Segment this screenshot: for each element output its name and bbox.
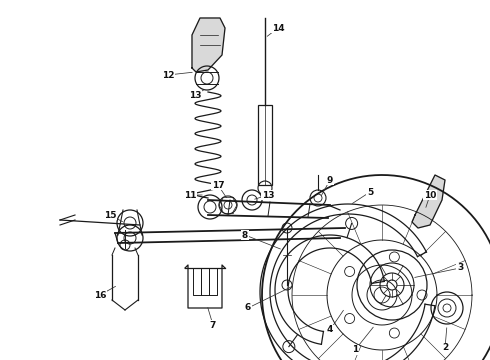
Text: 13: 13 <box>262 190 274 199</box>
Text: 17: 17 <box>212 180 224 189</box>
Polygon shape <box>192 18 225 72</box>
Text: 4: 4 <box>327 325 333 334</box>
Text: 13: 13 <box>189 90 201 99</box>
Text: 5: 5 <box>367 188 373 197</box>
Text: 2: 2 <box>442 343 448 352</box>
Text: 14: 14 <box>271 23 284 32</box>
Text: 1: 1 <box>352 346 358 355</box>
Text: 12: 12 <box>162 71 174 80</box>
Text: 10: 10 <box>424 190 436 199</box>
Text: 16: 16 <box>94 291 106 300</box>
Text: 15: 15 <box>104 211 116 220</box>
Text: 8: 8 <box>242 230 248 239</box>
Text: 7: 7 <box>210 320 216 329</box>
Text: 11: 11 <box>184 190 196 199</box>
Text: 6: 6 <box>245 303 251 312</box>
Polygon shape <box>412 175 445 228</box>
Text: 3: 3 <box>457 264 463 273</box>
Text: 9: 9 <box>327 176 333 185</box>
